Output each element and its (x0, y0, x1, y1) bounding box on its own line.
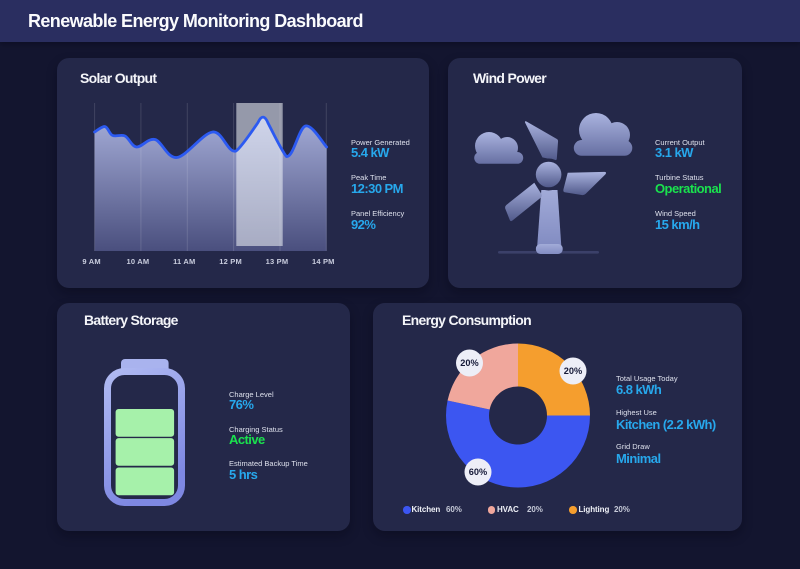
svg-text:60%: 60% (469, 467, 487, 477)
svg-text:20%: 20% (460, 358, 478, 368)
svg-text:20%: 20% (564, 366, 582, 376)
